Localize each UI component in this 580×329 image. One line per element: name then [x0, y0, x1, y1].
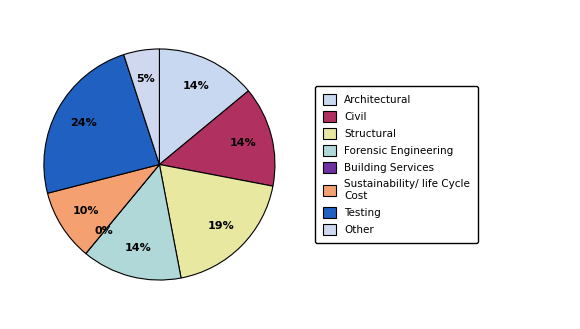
Wedge shape	[44, 55, 160, 193]
Text: 5%: 5%	[136, 74, 155, 84]
Text: 14%: 14%	[230, 138, 257, 148]
Wedge shape	[48, 164, 160, 254]
Wedge shape	[124, 49, 160, 164]
Wedge shape	[160, 49, 248, 164]
Wedge shape	[160, 91, 275, 186]
Wedge shape	[86, 164, 160, 254]
Wedge shape	[160, 164, 273, 278]
Text: 14%: 14%	[183, 81, 210, 91]
Text: 19%: 19%	[207, 221, 234, 231]
Text: 0%: 0%	[95, 226, 114, 236]
Text: 10%: 10%	[73, 206, 100, 216]
Text: 14%: 14%	[125, 243, 151, 253]
Wedge shape	[86, 164, 181, 280]
Legend: Architectural, Civil, Structural, Forensic Engineering, Building Services, Susta: Architectural, Civil, Structural, Forens…	[315, 86, 478, 243]
Text: 24%: 24%	[70, 118, 97, 128]
